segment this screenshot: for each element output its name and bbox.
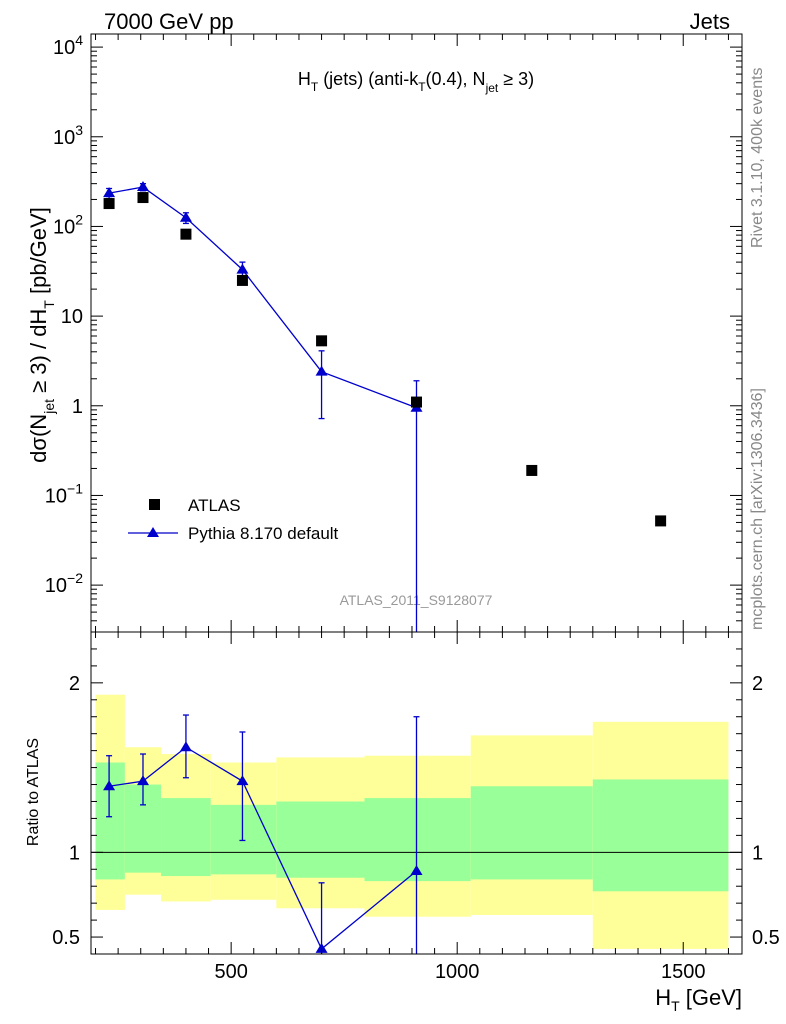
data-point [180, 228, 192, 240]
legend: ATLAS Pythia 8.170 default [128, 496, 339, 543]
mcplots-label: mcplots.cern.ch [arXiv:1306.3436] [749, 388, 766, 630]
ratio-y-tick-label-left: 1 [69, 842, 80, 864]
ratio-point [179, 741, 192, 752]
main-y-tick-label: 10−1 [45, 480, 83, 507]
main-y-tick-label: 10 [61, 306, 83, 328]
ratio-frame [90, 631, 743, 955]
data-point [137, 192, 149, 204]
mc-series-line [108, 186, 417, 409]
ratio-band-green [276, 801, 365, 878]
ratio-y-tick-label-right: 1 [752, 842, 763, 864]
ratio-point [136, 775, 149, 786]
main-title: HT (jets) (anti-kT(0.4), Njet ≥ 3) [298, 69, 534, 95]
main-y-tick-label: 1 [72, 396, 83, 418]
ratio-point [315, 942, 328, 953]
main-y-tick-label: 103 [53, 122, 83, 149]
ratio-y-tick-label-left: 0.5 [52, 927, 80, 949]
ratio-y-tick-label-right: 0.5 [752, 927, 780, 949]
data-point [526, 464, 538, 476]
main-y-axis-label: dσ(Njet ≥ 3) / dHT [pb/GeV] [26, 207, 57, 463]
data-point [655, 515, 667, 527]
ratio-point [103, 780, 116, 791]
ratio-panel: 2 2 1 1 0.5 0.5 500 1000 1500 Ratio to ATLAS HT… [25, 631, 780, 1014]
ratio-point [236, 775, 249, 786]
ratio-point [410, 864, 423, 875]
legend-pythia-label: Pythia 8.170 default [188, 524, 339, 543]
mc-point [103, 187, 116, 198]
x-tick-label: 500 [214, 961, 247, 983]
ratio-series-line [108, 746, 417, 950]
data-point [411, 396, 422, 408]
data-point [103, 198, 115, 210]
data-point [316, 335, 328, 347]
mc-point [136, 181, 149, 192]
main-y-tick-label: 10−2 [45, 570, 83, 597]
ratio-y-tick-label-right: 2 [752, 673, 763, 695]
ratio-band-green [470, 786, 593, 880]
data-point [236, 274, 248, 286]
x-tick-label: 1500 [661, 961, 706, 983]
mc-point [179, 211, 192, 222]
ratio-band-green [95, 762, 125, 880]
header-right-label: Jets [690, 9, 730, 34]
ratio-y-tick-label-left: 2 [69, 673, 80, 695]
header-left-label: 7000 GeV pp [104, 9, 234, 34]
main-y-tick-label: 102 [53, 211, 83, 238]
x-axis-label: HT [GeV] [655, 985, 742, 1014]
legend-atlas-label: ATLAS [188, 496, 241, 515]
legend-atlas-marker [149, 499, 160, 510]
ratio-band-green [161, 798, 211, 877]
ratio-band-green [210, 804, 277, 875]
ratio-y-axis-label: Ratio to ATLAS [25, 738, 42, 846]
ratio-band-green [592, 779, 729, 892]
legend-pythia-marker [147, 527, 159, 537]
x-tick-label: 1000 [435, 961, 480, 983]
mc-point [236, 263, 249, 274]
rivet-version-label: Rivet 3.1.10, 400k events [749, 67, 766, 248]
mc-point [315, 365, 328, 376]
main-panel: ATLAS_2011_S9128077 10410310210110−110−2… [26, 32, 743, 633]
main-y-tick-label: 104 [53, 32, 83, 59]
